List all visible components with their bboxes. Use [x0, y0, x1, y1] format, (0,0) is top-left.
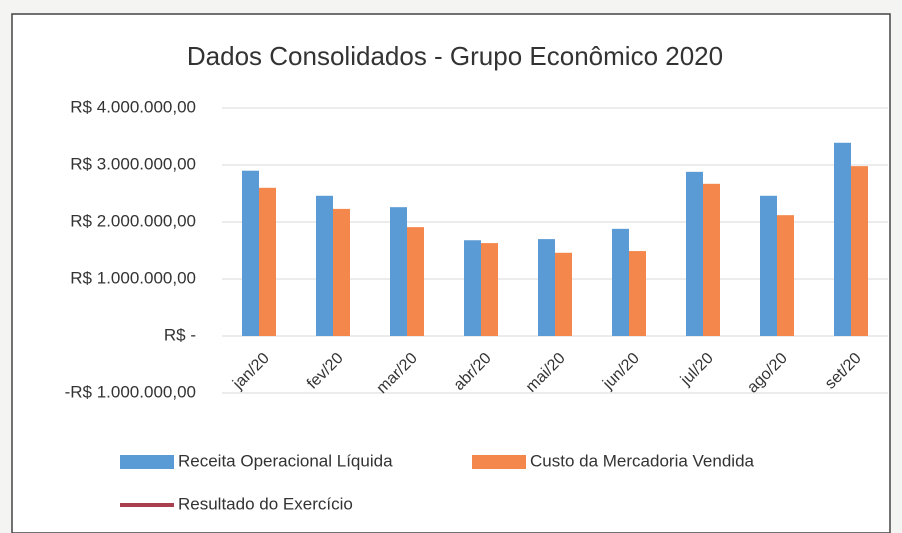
bar — [390, 207, 407, 336]
bar — [242, 170, 259, 336]
chart-frame — [11, 13, 891, 533]
y-tick-label: -R$ 1.000.000,00 — [65, 382, 196, 401]
bar — [259, 187, 276, 336]
y-tick-label: R$ 3.000.000,00 — [70, 154, 196, 173]
y-tick-label: R$ 4.000.000,00 — [70, 97, 196, 116]
bar — [407, 227, 424, 336]
bar — [851, 166, 868, 336]
bar — [538, 239, 555, 336]
y-tick-label: R$ 1.000.000,00 — [70, 268, 196, 287]
bar — [686, 171, 703, 336]
legend-swatch — [472, 455, 526, 469]
bar — [612, 228, 629, 336]
bar — [316, 195, 333, 336]
y-tick-label: R$ 2.000.000,00 — [70, 211, 196, 230]
bar — [333, 208, 350, 336]
bar — [555, 252, 572, 336]
legend-label: Custo da Mercadoria Vendida — [530, 451, 755, 470]
legend-label: Resultado do Exercício — [178, 494, 353, 513]
bar — [481, 243, 498, 336]
bar — [834, 142, 851, 336]
bar — [464, 240, 481, 336]
bar — [777, 215, 794, 336]
bar — [629, 251, 646, 336]
y-tick-label: R$ - — [164, 325, 196, 344]
legend-swatch — [120, 455, 174, 469]
bar — [760, 195, 777, 336]
legend-label: Receita Operacional Líquida — [178, 451, 393, 470]
bar — [703, 183, 720, 336]
chart-title: Dados Consolidados - Grupo Econômico 202… — [187, 41, 723, 71]
